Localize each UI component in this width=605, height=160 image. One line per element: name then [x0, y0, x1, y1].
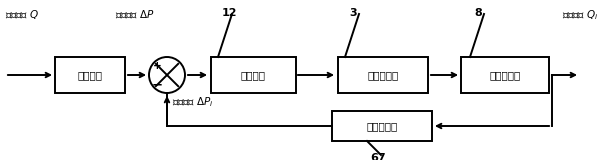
Text: 实际压差 $\Delta P_i$: 实际压差 $\Delta P_i$	[172, 95, 214, 109]
Text: 给定压差 $\Delta P$: 给定压差 $\Delta P$	[115, 8, 155, 20]
Text: 微处理器: 微处理器	[241, 70, 266, 80]
Text: −: −	[151, 78, 163, 91]
Text: 比例压力阀: 比例压力阀	[367, 70, 399, 80]
Bar	[332, 111, 432, 141]
Text: +: +	[152, 61, 162, 71]
Text: 12: 12	[222, 8, 238, 18]
Text: 压力传感器: 压力传感器	[367, 121, 397, 131]
Text: 比例系数: 比例系数	[77, 70, 102, 80]
Text: 8: 8	[474, 8, 482, 18]
Bar	[338, 57, 428, 93]
Text: 给定流量 $Q$: 给定流量 $Q$	[5, 8, 39, 21]
Text: 实际流量 $Q_i$: 实际流量 $Q_i$	[562, 8, 599, 22]
Bar	[461, 57, 549, 93]
Bar	[55, 57, 125, 93]
Text: 微流体通道: 微流体通道	[489, 70, 521, 80]
Text: 3: 3	[349, 8, 356, 18]
Text: 67: 67	[370, 153, 385, 160]
Bar	[211, 57, 295, 93]
